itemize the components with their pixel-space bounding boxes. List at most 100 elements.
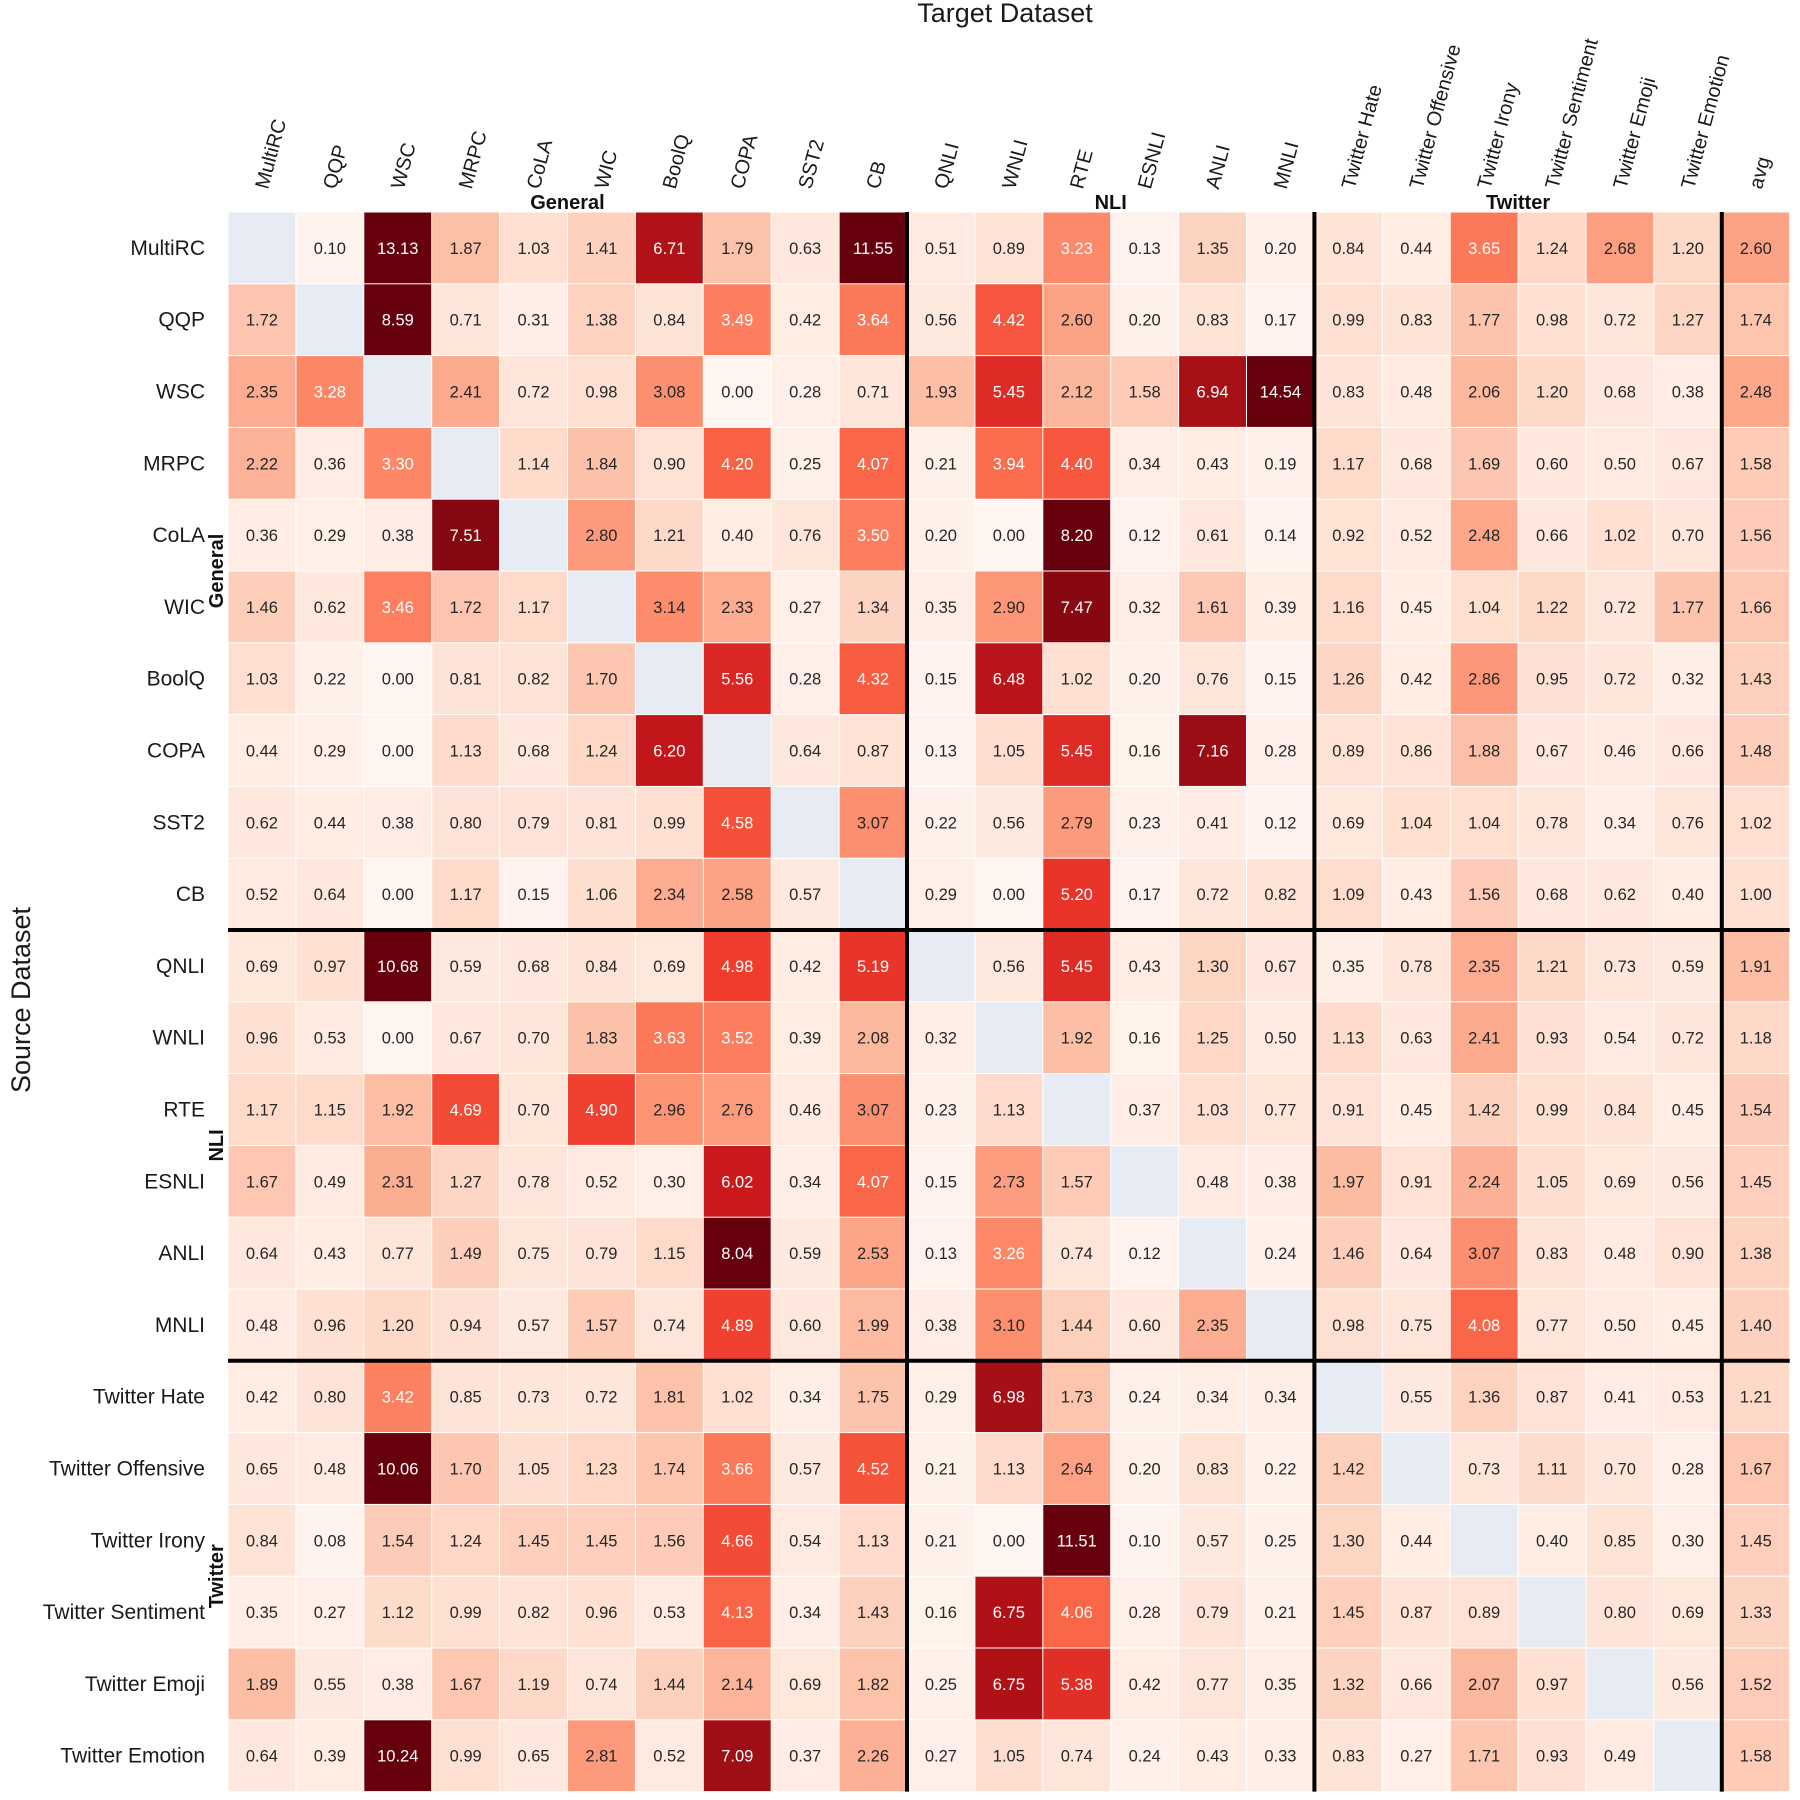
heatmap-cell-value: 0.00 bbox=[721, 384, 753, 402]
heatmap-cell-value: 1.84 bbox=[585, 455, 617, 473]
heatmap-cell-value: 0.38 bbox=[1264, 1173, 1296, 1191]
heatmap-cell-value: 3.42 bbox=[382, 1389, 414, 1407]
heatmap-cell bbox=[1247, 212, 1314, 284]
heatmap-cell-value: 0.15 bbox=[925, 1173, 957, 1191]
heatmap-cell-diagonal bbox=[839, 858, 907, 930]
heatmap-cell-value: 0.42 bbox=[1400, 671, 1432, 689]
row-group-label: NLI bbox=[206, 1129, 228, 1161]
heatmap-cell bbox=[1382, 1504, 1450, 1576]
heatmap-cell-value: 0.00 bbox=[382, 671, 414, 689]
heatmap-cell-value: 1.69 bbox=[1468, 455, 1500, 473]
heatmap-cell-value: 0.62 bbox=[1604, 886, 1636, 904]
heatmap-cell-value: 0.38 bbox=[382, 527, 414, 545]
heatmap-cell-diagonal bbox=[1654, 1720, 1722, 1792]
heatmap-cell-value: 0.43 bbox=[1196, 1748, 1228, 1766]
heatmap-cell-value: 2.33 bbox=[721, 599, 753, 617]
heatmap-cell bbox=[975, 1217, 1043, 1289]
heatmap-cell-value: 1.45 bbox=[517, 1532, 549, 1550]
heatmap-cell-value: 0.15 bbox=[1264, 671, 1296, 689]
heatmap-cell-value: 7.09 bbox=[721, 1748, 753, 1766]
heatmap-cell-value: 0.43 bbox=[314, 1245, 346, 1263]
heatmap-cell bbox=[1247, 930, 1314, 1002]
heatmap-cell-diagonal bbox=[771, 786, 839, 858]
heatmap-cell bbox=[1043, 1433, 1111, 1504]
heatmap-cell bbox=[1382, 1576, 1450, 1648]
heatmap-cell bbox=[1111, 571, 1179, 643]
column-label: SST2 bbox=[795, 137, 829, 191]
heatmap-cell-value: 0.38 bbox=[1672, 384, 1704, 402]
heatmap-cell bbox=[1247, 356, 1314, 427]
row-label: Twitter Irony bbox=[91, 1529, 206, 1552]
heatmap-cell bbox=[432, 715, 500, 786]
heatmap-cell bbox=[1654, 284, 1722, 356]
heatmap-cell bbox=[364, 1720, 432, 1792]
heatmap-cell bbox=[635, 1648, 703, 1720]
heatmap-cell-value: 0.48 bbox=[1196, 1173, 1228, 1191]
heatmap-cell-value: 0.71 bbox=[857, 384, 889, 402]
column-label: Twitter Irony bbox=[1474, 80, 1523, 191]
heatmap-cell-value: 0.10 bbox=[314, 240, 346, 258]
heatmap-cell bbox=[1586, 1433, 1654, 1504]
heatmap-cell bbox=[296, 643, 364, 715]
heatmap-cell bbox=[1654, 1648, 1722, 1720]
heatmap-cell-value: 1.61 bbox=[1196, 599, 1228, 617]
heatmap-cell-value: 2.80 bbox=[585, 527, 617, 545]
column-label: COPA bbox=[727, 132, 763, 192]
heatmap-cell-value: 0.67 bbox=[1536, 743, 1568, 761]
heatmap-cell-value: 1.03 bbox=[246, 671, 278, 689]
heatmap-cell-value: 1.92 bbox=[382, 1102, 414, 1120]
heatmap-cell bbox=[1450, 786, 1518, 858]
heatmap-cell bbox=[771, 499, 839, 571]
heatmap-cell bbox=[1314, 356, 1382, 427]
heatmap-cell bbox=[1179, 427, 1246, 499]
heatmap-cell-value: 0.66 bbox=[1400, 1676, 1432, 1694]
heatmap-cell bbox=[1518, 715, 1586, 786]
heatmap-cell-diagonal bbox=[975, 1002, 1043, 1074]
heatmap-cell-value: 4.08 bbox=[1468, 1317, 1500, 1335]
heatmap-cell bbox=[907, 499, 975, 571]
heatmap-cell bbox=[635, 1074, 703, 1145]
heatmap-cell-value: 3.64 bbox=[857, 312, 889, 330]
heatmap-cell-value: 0.42 bbox=[789, 958, 821, 976]
heatmap-cell-value: 8.04 bbox=[721, 1245, 753, 1263]
heatmap-cell-value: 1.58 bbox=[1129, 384, 1161, 402]
heatmap-cell-value: 1.09 bbox=[1332, 886, 1364, 904]
heatmap-cell bbox=[228, 1648, 296, 1720]
heatmap-cell bbox=[1722, 212, 1790, 284]
heatmap-cell-value: 3.66 bbox=[721, 1461, 753, 1479]
heatmap-cell bbox=[1382, 643, 1450, 715]
heatmap-cell-value: 0.59 bbox=[450, 958, 482, 976]
heatmap-cell-value: 0.83 bbox=[1400, 312, 1432, 330]
heatmap-cell bbox=[1043, 858, 1111, 930]
heatmap-cell-value: 1.20 bbox=[1672, 240, 1704, 258]
heatmap-cell-value: 0.46 bbox=[789, 1102, 821, 1120]
column-label: WSC bbox=[387, 141, 420, 192]
heatmap-cell bbox=[635, 356, 703, 427]
heatmap-cell-value: 6.98 bbox=[993, 1389, 1025, 1407]
heatmap-cell bbox=[1450, 715, 1518, 786]
heatmap-cell bbox=[1247, 499, 1314, 571]
heatmap-cell-value: 1.40 bbox=[1740, 1317, 1772, 1335]
heatmap-cell-value: 0.82 bbox=[517, 1604, 549, 1622]
heatmap-cell bbox=[1043, 715, 1111, 786]
heatmap-cell-value: 0.48 bbox=[1604, 1245, 1636, 1263]
heatmap-cell bbox=[839, 356, 907, 427]
heatmap-cell bbox=[1518, 1217, 1586, 1289]
heatmap-cell bbox=[296, 1504, 364, 1576]
heatmap-cell bbox=[1382, 499, 1450, 571]
heatmap-cell-value: 0.53 bbox=[314, 1030, 346, 1048]
heatmap-cell-value: 1.15 bbox=[653, 1245, 685, 1263]
heatmap-cell-value: 7.51 bbox=[450, 527, 482, 545]
heatmap-cell-value: 0.44 bbox=[1400, 1532, 1432, 1550]
heatmap-cell-value: 1.52 bbox=[1740, 1676, 1772, 1694]
heatmap-cell-value: 0.28 bbox=[1264, 743, 1296, 761]
heatmap-cell-value: 1.97 bbox=[1332, 1173, 1364, 1191]
row-label: CoLA bbox=[152, 524, 205, 547]
heatmap-cell-value: 0.98 bbox=[1536, 312, 1568, 330]
heatmap-cell-value: 0.53 bbox=[1672, 1389, 1704, 1407]
heatmap-cell bbox=[568, 1576, 635, 1648]
heatmap-cell-value: 0.69 bbox=[653, 958, 685, 976]
heatmap-cell bbox=[975, 1361, 1043, 1433]
heatmap-cell bbox=[1586, 1289, 1654, 1361]
heatmap-cell-value: 2.60 bbox=[1061, 312, 1093, 330]
